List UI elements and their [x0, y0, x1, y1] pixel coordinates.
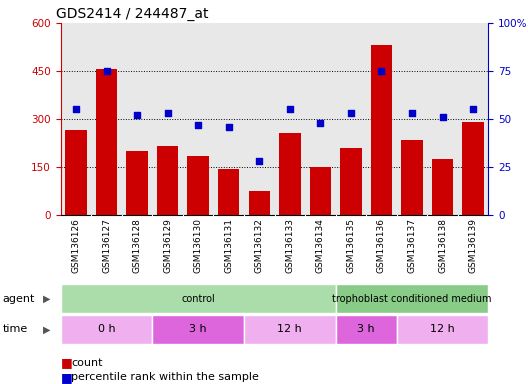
- Text: GSM136135: GSM136135: [346, 218, 355, 273]
- Point: [438, 114, 447, 120]
- Point: [102, 68, 111, 74]
- Text: GSM136139: GSM136139: [469, 218, 478, 273]
- Text: 12 h: 12 h: [430, 324, 455, 334]
- Text: agent: agent: [3, 293, 35, 304]
- FancyBboxPatch shape: [61, 284, 336, 313]
- Text: GSM136131: GSM136131: [224, 218, 233, 273]
- Text: GSM136133: GSM136133: [285, 218, 294, 273]
- Text: count: count: [71, 358, 103, 368]
- FancyBboxPatch shape: [397, 315, 488, 344]
- Bar: [340, 148, 362, 215]
- Text: GSM136138: GSM136138: [438, 218, 447, 273]
- Text: ■: ■: [61, 371, 72, 384]
- Point: [316, 120, 325, 126]
- Text: GSM136134: GSM136134: [316, 218, 325, 273]
- Point: [194, 122, 202, 128]
- Text: ▶: ▶: [43, 293, 50, 304]
- Point: [377, 68, 385, 74]
- Bar: [310, 167, 331, 215]
- Text: percentile rank within the sample: percentile rank within the sample: [71, 372, 259, 382]
- Bar: [96, 70, 117, 215]
- Text: GSM136132: GSM136132: [255, 218, 264, 273]
- Point: [133, 112, 142, 118]
- Text: time: time: [3, 324, 28, 334]
- Text: GSM136129: GSM136129: [163, 218, 172, 273]
- Text: 3 h: 3 h: [190, 324, 207, 334]
- Bar: [249, 191, 270, 215]
- Bar: [126, 151, 148, 215]
- Text: GSM136127: GSM136127: [102, 218, 111, 273]
- Text: 12 h: 12 h: [277, 324, 302, 334]
- Text: trophoblast conditioned medium: trophoblast conditioned medium: [332, 293, 492, 304]
- Text: GSM136137: GSM136137: [408, 218, 417, 273]
- Bar: [279, 134, 300, 215]
- Bar: [401, 140, 423, 215]
- Text: GSM136130: GSM136130: [194, 218, 203, 273]
- Text: GSM136128: GSM136128: [133, 218, 142, 273]
- Bar: [157, 146, 178, 215]
- Text: GSM136126: GSM136126: [71, 218, 80, 273]
- Point: [72, 106, 80, 113]
- Point: [347, 110, 355, 116]
- Text: control: control: [181, 293, 215, 304]
- FancyBboxPatch shape: [336, 315, 397, 344]
- Bar: [187, 156, 209, 215]
- FancyBboxPatch shape: [244, 315, 336, 344]
- Point: [164, 110, 172, 116]
- Text: 0 h: 0 h: [98, 324, 115, 334]
- Text: GDS2414 / 244487_at: GDS2414 / 244487_at: [56, 7, 209, 21]
- Bar: [463, 122, 484, 215]
- Point: [469, 106, 477, 113]
- Bar: [218, 169, 239, 215]
- FancyBboxPatch shape: [336, 284, 488, 313]
- Text: 3 h: 3 h: [357, 324, 375, 334]
- FancyBboxPatch shape: [153, 315, 244, 344]
- Text: ▶: ▶: [43, 324, 50, 334]
- Point: [286, 106, 294, 113]
- Text: GSM136136: GSM136136: [377, 218, 386, 273]
- Text: ■: ■: [61, 356, 72, 369]
- Bar: [432, 159, 453, 215]
- Bar: [65, 130, 87, 215]
- Bar: [371, 45, 392, 215]
- Point: [224, 124, 233, 130]
- Point: [255, 158, 263, 164]
- FancyBboxPatch shape: [61, 315, 153, 344]
- Point: [408, 110, 416, 116]
